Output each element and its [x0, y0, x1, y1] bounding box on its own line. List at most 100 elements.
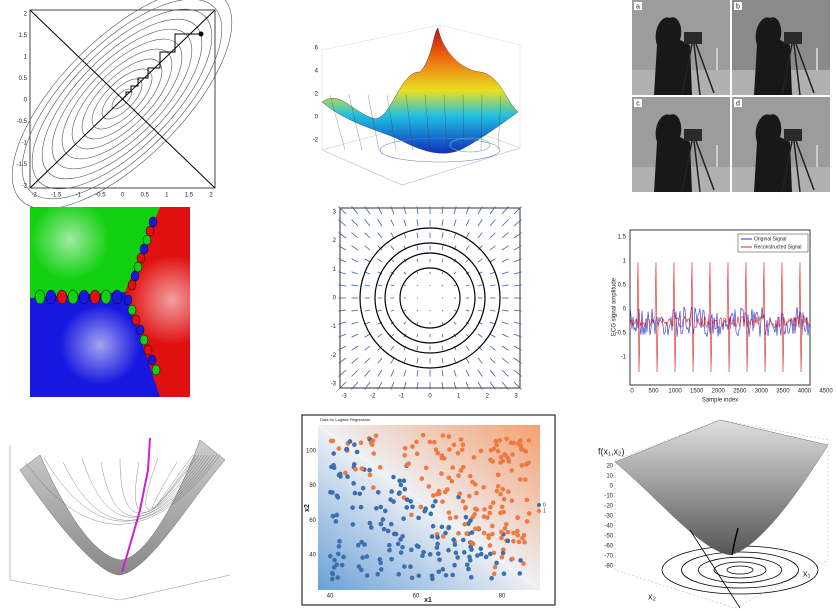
scatter-point	[515, 533, 520, 538]
scatter-point	[500, 555, 505, 560]
fractal-bulb	[57, 290, 67, 304]
z-tick-label: 20	[606, 464, 613, 470]
z-tick-label: -40	[604, 524, 613, 530]
scatter-point	[441, 433, 446, 438]
scatter-point	[473, 507, 478, 512]
image-camera	[784, 129, 802, 141]
scatter-point	[408, 564, 413, 569]
scatter-point	[447, 510, 452, 515]
fractal-bulb	[152, 365, 160, 375]
x-tick-label: 0	[630, 389, 634, 395]
scatter-point	[376, 490, 381, 495]
scatter-point	[419, 476, 424, 481]
scatter-point	[328, 554, 333, 559]
legend-label: 1	[543, 508, 546, 514]
fractal-bulb	[137, 253, 145, 263]
y-tick-label: 2	[333, 238, 337, 244]
scatter-point	[431, 524, 436, 529]
scatter-point	[506, 530, 511, 535]
scatter-point	[345, 474, 350, 479]
image-label: b	[736, 3, 740, 10]
scatter-point	[461, 442, 466, 447]
scatter-point	[399, 550, 404, 555]
fractal-bulb	[128, 280, 136, 290]
legend-swatch	[537, 509, 541, 513]
scatter-point	[335, 575, 340, 580]
scatter-point	[336, 495, 341, 500]
fractal-bulb	[112, 290, 122, 304]
scatter-point	[460, 448, 465, 453]
z-axis-label: f(x₁,x₂)	[598, 446, 625, 456]
y-axis-label: x₂	[648, 591, 657, 601]
scatter-point	[386, 529, 391, 534]
scatter-point	[371, 485, 376, 490]
scatter-point	[428, 440, 433, 445]
scatter-point	[396, 542, 401, 547]
fractal-bulb	[132, 315, 140, 325]
scatter-point	[450, 479, 455, 484]
x-tick-label: 1	[457, 394, 461, 400]
x-tick-label: 1500	[690, 389, 704, 395]
x-tick-label: 4000	[798, 389, 812, 395]
scatter-point	[496, 484, 501, 489]
scatter-point	[367, 468, 372, 473]
y-tick-label: 0.5	[19, 76, 28, 82]
scatter-point	[378, 465, 383, 470]
scatter-point	[498, 492, 503, 497]
x-tick-label: 80	[499, 594, 506, 600]
scatter-point	[494, 561, 499, 566]
scatter-point	[450, 465, 455, 470]
scatter-point	[469, 547, 474, 552]
y-tick-label: 0	[333, 296, 337, 302]
scatter-point	[467, 494, 472, 499]
scatter-point	[437, 557, 442, 562]
scatter-point	[439, 471, 444, 476]
image-tower	[816, 145, 818, 167]
scatter-point	[489, 576, 494, 581]
scatter-point	[474, 491, 479, 496]
scatter-point	[337, 446, 342, 451]
x-axis-label: Sample index	[702, 398, 738, 404]
scatter-point	[486, 535, 491, 540]
scatter-point	[443, 490, 448, 495]
scatter-point	[464, 531, 469, 536]
scatter-point	[525, 519, 530, 524]
scatter-point	[510, 452, 515, 457]
scatter-point	[331, 514, 336, 519]
scatter-point	[485, 515, 490, 520]
scatter-point	[430, 534, 435, 539]
legend-label: Reconstructed Signal	[754, 244, 802, 250]
fractal-bulb	[128, 305, 136, 315]
fractal-bulb	[148, 355, 156, 365]
fractal-bulb	[79, 290, 89, 304]
x-tick-label: 4500	[819, 389, 833, 395]
z-tick-label: -2	[313, 138, 319, 144]
fractal-bulb	[146, 226, 154, 236]
y-tick-label: 1	[623, 259, 627, 265]
scatter-point	[369, 525, 374, 530]
y-tick-label: 1	[333, 267, 337, 273]
y-tick-label: 0	[623, 307, 627, 313]
scatter-point	[421, 433, 426, 438]
scatter-point	[432, 440, 437, 445]
scatter-point	[430, 576, 435, 581]
y-tick-label: 40	[309, 553, 316, 559]
fractal-bulb	[101, 290, 111, 304]
scatter-point	[490, 459, 495, 464]
scatter-point	[359, 505, 364, 510]
scatter-point	[351, 481, 356, 486]
scatter-point	[379, 522, 384, 527]
scatter-point	[359, 440, 364, 445]
scatter-point	[488, 505, 493, 510]
scatter-point	[331, 451, 336, 456]
scatter-point	[403, 446, 408, 451]
scatter-point	[365, 573, 370, 578]
scatter-point	[472, 455, 477, 460]
scatter-point	[332, 558, 337, 563]
scatter-point	[352, 442, 357, 447]
scatter-point	[441, 567, 446, 572]
scatter-point	[482, 531, 487, 536]
scatter-point	[396, 572, 401, 577]
scatter-point	[499, 455, 504, 460]
scatter-point	[379, 567, 384, 572]
